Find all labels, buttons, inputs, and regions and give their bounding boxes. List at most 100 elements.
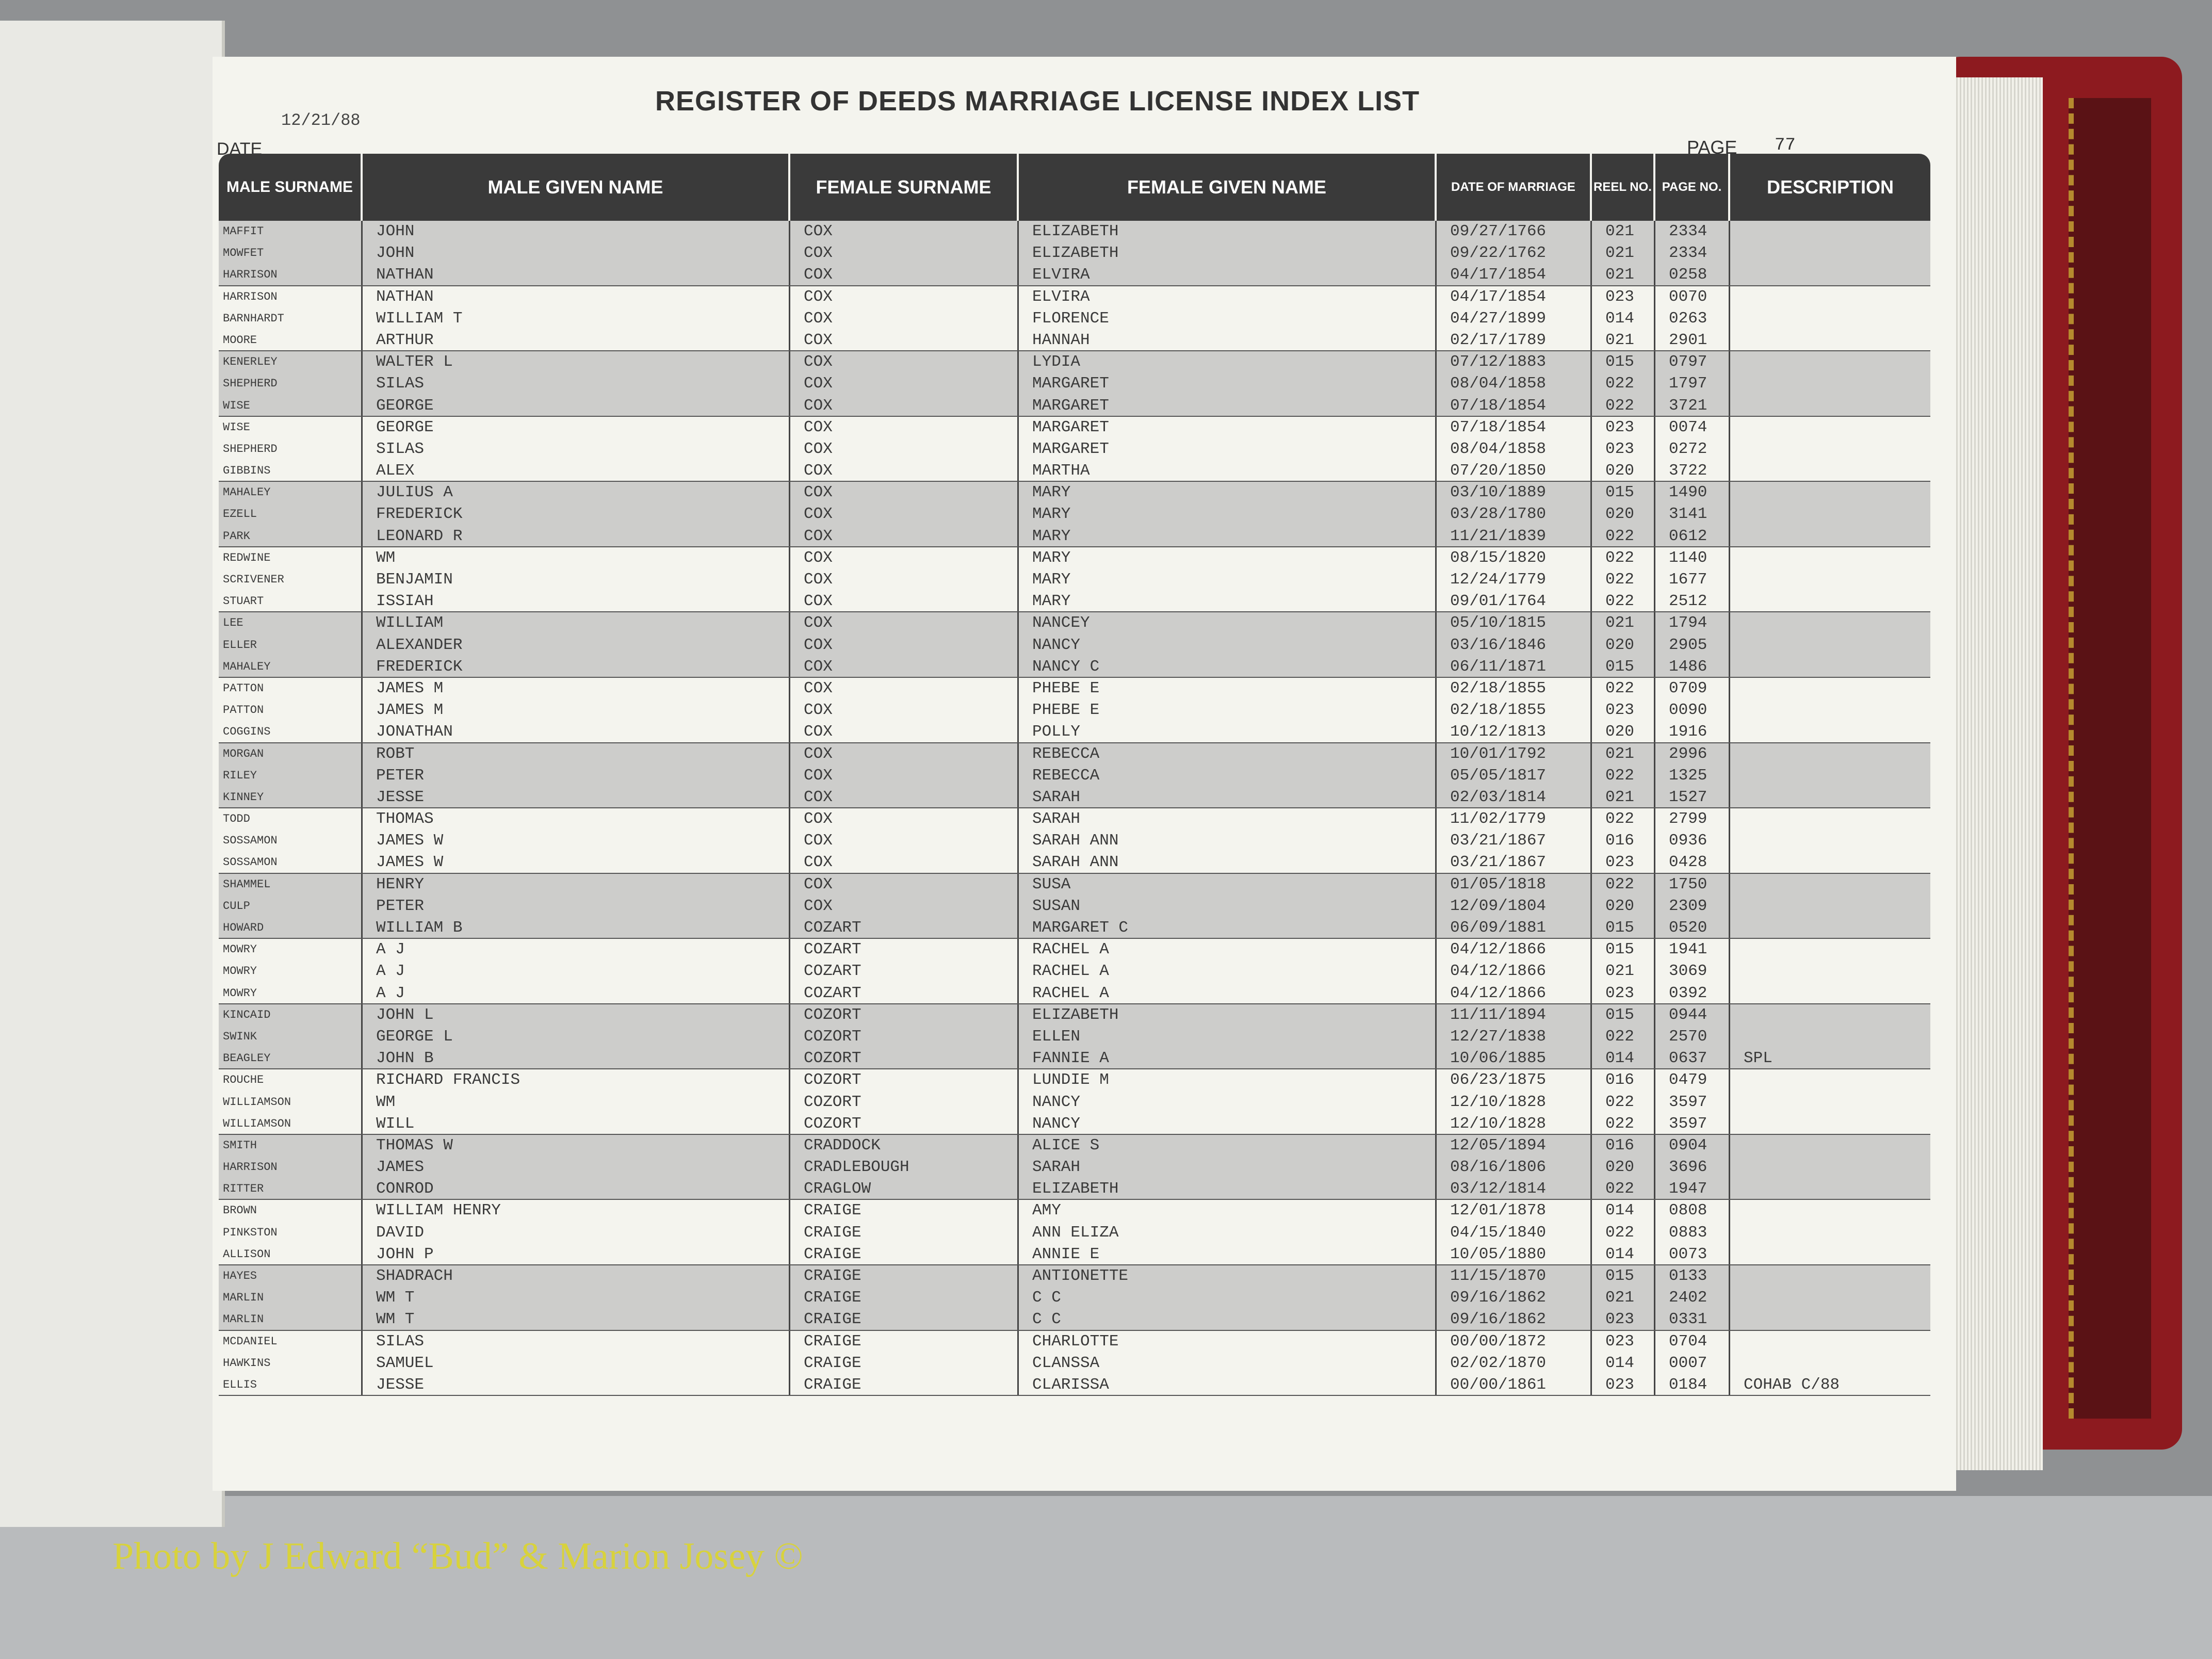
date-of-marriage: 12/09/1804 xyxy=(1437,895,1592,917)
table-row: SOSSAMON JAMES W COX SARAH ANN 03/21/1867 016… xyxy=(219,830,1930,852)
table-row: WISE GEORGE COX MARGARET 07/18/1854 022 3721 xyxy=(219,395,1930,417)
female-surname: COX xyxy=(790,852,1019,873)
date-of-marriage: 09/16/1862 xyxy=(1437,1287,1592,1309)
male-given-name: NATHAN xyxy=(363,264,790,285)
female-given-name: SARAH xyxy=(1019,786,1437,808)
female-surname: CRAIGE xyxy=(790,1287,1019,1309)
reel-no: 023 xyxy=(1592,852,1655,873)
empty-cell xyxy=(1730,852,1930,872)
table-row: MOORE ARTHUR COX HANNAH 02/17/1789 021 2901 xyxy=(219,329,1930,352)
reel-no: 021 xyxy=(1592,1287,1655,1309)
date-of-marriage: 02/02/1870 xyxy=(1437,1352,1592,1374)
date-of-marriage: 02/03/1814 xyxy=(1437,786,1592,808)
female-surname: COX xyxy=(790,547,1019,569)
date-of-marriage: 01/05/1818 xyxy=(1437,873,1592,896)
female-surname: CRAIGE xyxy=(790,1309,1019,1330)
male-surname: WISE xyxy=(219,395,363,416)
female-surname: COZART xyxy=(790,961,1019,983)
male-surname: SOSSAMON xyxy=(219,830,363,852)
reel-no: 022 xyxy=(1592,547,1655,569)
page-number: 77 xyxy=(1775,136,1796,155)
male-surname: MOWFET xyxy=(219,242,363,265)
table-row: MORGAN ROBT COX REBECCA 10/01/1792 021 2996 xyxy=(219,743,1930,765)
description: COHAB C/88 xyxy=(1744,1375,1840,1394)
female-given-name: CHARLOTTE xyxy=(1019,1330,1437,1353)
date-of-marriage: 08/04/1858 xyxy=(1437,438,1592,461)
reel-no: 020 xyxy=(1592,1157,1655,1179)
female-surname: COX xyxy=(790,264,1019,285)
reel-no: 023 xyxy=(1592,416,1655,438)
page-no: 1941 xyxy=(1655,939,1730,961)
empty-cell xyxy=(1730,1157,1930,1178)
page-no: 0428 xyxy=(1655,852,1730,873)
date-of-marriage: 09/22/1762 xyxy=(1437,242,1592,265)
male-surname: EZELL xyxy=(219,503,363,526)
date-of-marriage: 11/02/1779 xyxy=(1437,808,1592,831)
column-header: REEL NO. xyxy=(1592,154,1655,221)
female-given-name: HANNAH xyxy=(1019,329,1437,351)
desk xyxy=(0,1496,2212,1659)
reel-no: 023 xyxy=(1592,1309,1655,1330)
female-given-name: SUSAN xyxy=(1019,895,1437,917)
empty-cell xyxy=(1730,1135,1930,1157)
reel-no: 015 xyxy=(1592,917,1655,938)
female-given-name: MARGARET C xyxy=(1019,917,1437,938)
female-given-name: FANNIE A xyxy=(1019,1048,1437,1069)
male-surname: PARK xyxy=(219,525,363,546)
male-surname: HARRISON xyxy=(219,286,363,308)
date-of-marriage: 07/18/1854 xyxy=(1437,395,1592,416)
page-no: 0704 xyxy=(1655,1330,1730,1353)
date-of-marriage: 11/11/1894 xyxy=(1437,1004,1592,1026)
empty-cell xyxy=(1730,700,1930,721)
female-given-name: SARAH ANN xyxy=(1019,852,1437,873)
female-surname: COX xyxy=(790,503,1019,526)
female-given-name: MARGARET xyxy=(1019,416,1437,438)
reel-no: 022 xyxy=(1592,765,1655,787)
male-given-name: ROBT xyxy=(363,743,790,765)
table-row: WILLIAMSON WM COZORT NANCY 12/10/1828 022 3597 xyxy=(219,1091,1930,1113)
reel-no: 020 xyxy=(1592,503,1655,526)
empty-cell xyxy=(1730,264,1930,285)
empty-cell xyxy=(1730,1200,1930,1222)
empty-cell xyxy=(1730,1353,1930,1374)
index-table: MALE SURNAME MALE GIVEN NAME FEMALE SURNAM… xyxy=(219,154,1930,1396)
table-row: BROWN WILLIAM HENRY CRAIGE AMY 12/01/1878 014… xyxy=(219,1200,1930,1222)
table-row: MAHALEY FREDERICK COX NANCY C 06/11/1871 015 1… xyxy=(219,656,1930,678)
male-given-name: SILAS xyxy=(363,1330,790,1353)
reel-no: 016 xyxy=(1592,1069,1655,1092)
date-of-marriage: 04/17/1854 xyxy=(1437,264,1592,285)
male-given-name: JAMES W xyxy=(363,830,790,852)
female-surname: CRAIGE xyxy=(790,1330,1019,1353)
empty-cell xyxy=(1730,743,1930,765)
female-given-name: ALICE S xyxy=(1019,1134,1437,1157)
female-given-name: ANTIONETTE xyxy=(1019,1265,1437,1288)
reel-no: 021 xyxy=(1592,242,1655,265)
male-given-name: WILLIAM HENRY xyxy=(363,1200,790,1222)
female-surname: COX xyxy=(790,612,1019,635)
reel-no: 022 xyxy=(1592,373,1655,395)
date-of-marriage: 09/01/1764 xyxy=(1437,591,1592,612)
date-of-marriage: 04/17/1854 xyxy=(1437,286,1592,308)
male-surname: BROWN xyxy=(219,1200,363,1222)
date: 12/21/88 xyxy=(281,111,361,130)
male-given-name: PETER xyxy=(363,895,790,917)
binder-strip xyxy=(2069,98,2151,1419)
male-surname: SCRIVENER xyxy=(219,569,363,591)
male-surname: HAYES xyxy=(219,1265,363,1288)
table-row: BEAGLEY JOHN B COZORT FANNIE A 10/06/1885 014… xyxy=(219,1048,1930,1070)
column-header: DESCRIPTION xyxy=(1730,154,1930,221)
male-given-name: GEORGE L xyxy=(363,1026,790,1048)
female-given-name: ELIZABETH xyxy=(1019,242,1437,265)
male-surname: KINCAID xyxy=(219,1004,363,1026)
table-row: HAWKINS SAMUEL CRAIGE CLANSSA 02/02/1870 014 0… xyxy=(219,1352,1930,1374)
empty-cell xyxy=(1730,286,1930,308)
female-given-name: ELLEN xyxy=(1019,1026,1437,1048)
male-given-name: ARTHUR xyxy=(363,329,790,351)
female-given-name: MARY xyxy=(1019,503,1437,526)
male-surname: ALLISON xyxy=(219,1243,363,1264)
table-row: MOWFET JOHN COX ELIZABETH 09/22/1762 021 2334 xyxy=(219,242,1930,265)
female-surname: COX xyxy=(790,221,1019,243)
column-header: DATE OF MARRIAGE xyxy=(1437,154,1592,221)
table-row: SCRIVENER BENJAMIN COX MARY 12/24/1779 022 167… xyxy=(219,569,1930,591)
female-surname: COX xyxy=(790,482,1019,504)
